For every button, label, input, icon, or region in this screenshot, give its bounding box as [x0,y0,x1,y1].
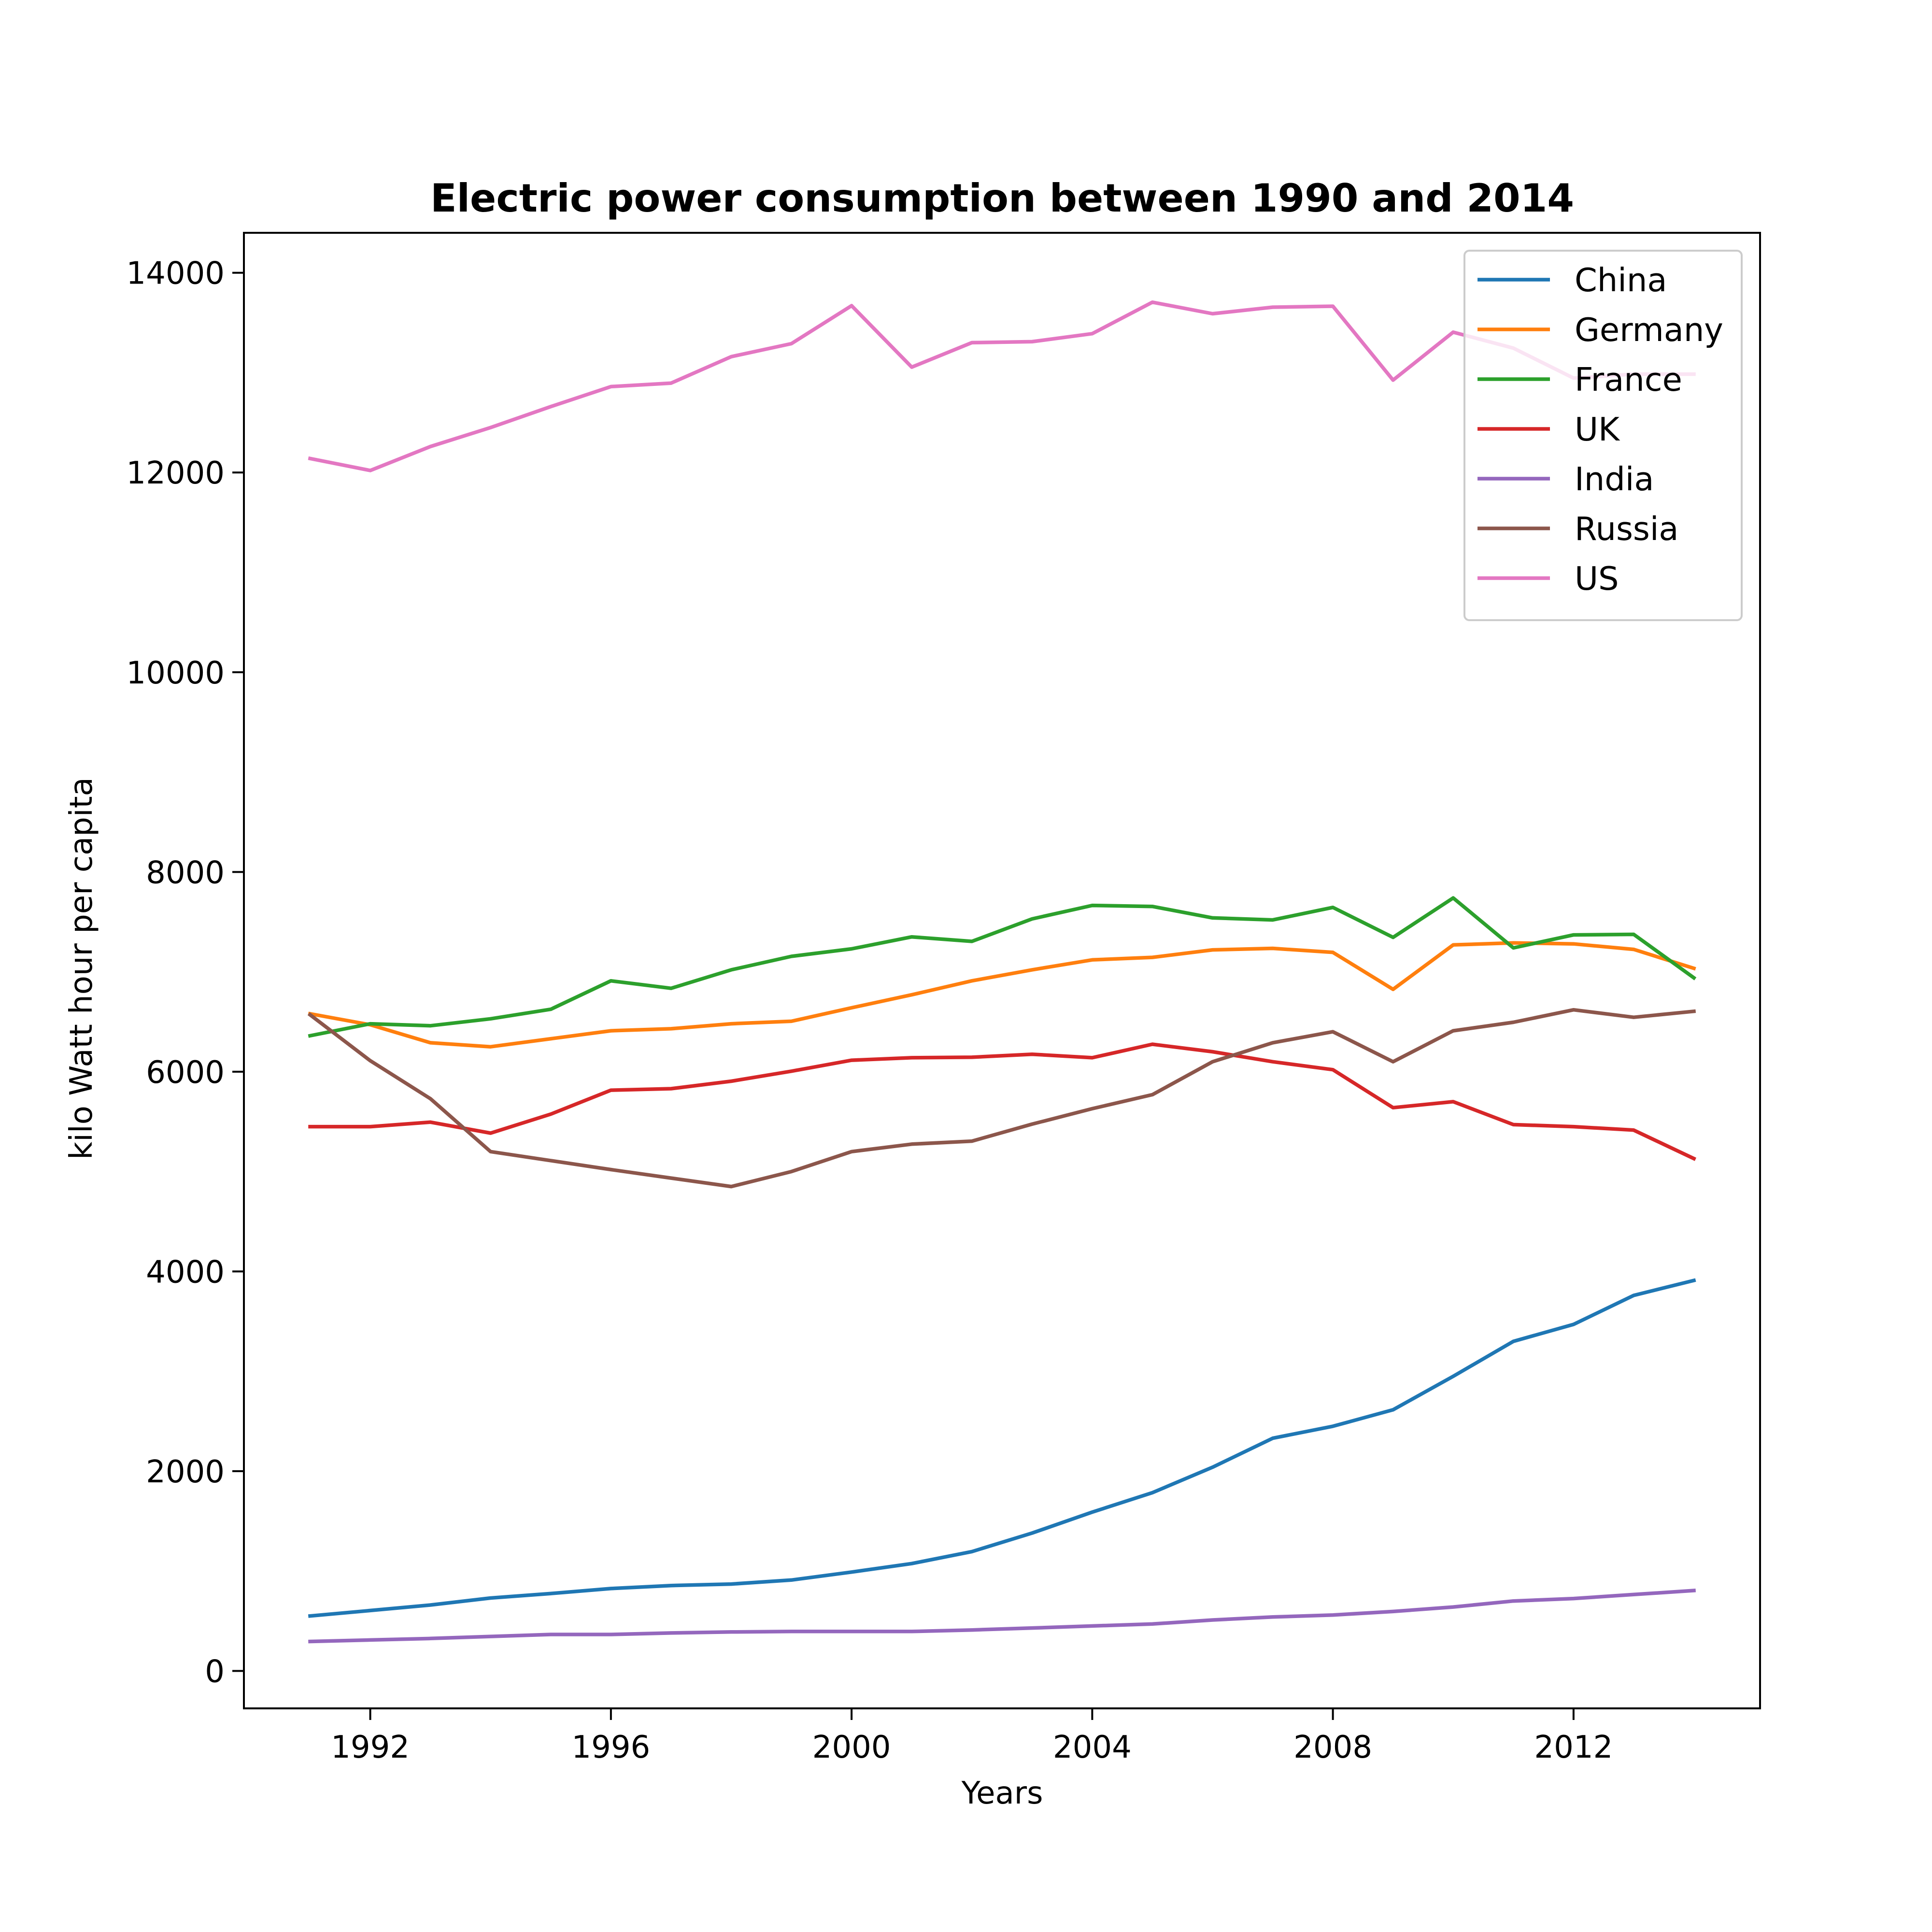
x-tick-label: 2008 [1293,1730,1372,1765]
legend-label-us: US [1575,560,1619,597]
x-tick-label: 2000 [812,1730,891,1765]
y-tick-label: 0 [205,1654,225,1690]
y-tick-label: 14000 [126,256,225,292]
x-tick-label: 1996 [571,1730,650,1765]
chart-title: Electric power consumption between 1990 … [430,176,1574,221]
y-axis-label: kilo Watt hour per capita [64,777,99,1160]
legend-label-china: China [1575,261,1667,299]
series-line-uk [308,1042,1696,1161]
series-layer [307,300,1697,1644]
series-line-russia [307,1008,1696,1189]
y-tick-label: 8000 [146,855,225,891]
y-tick-label: 4000 [146,1254,225,1290]
plot-area-frame [243,232,1761,1709]
legend-label-india: India [1575,460,1654,498]
series-line-france [308,896,1697,1038]
x-tick-label: 2012 [1534,1730,1613,1765]
y-tick-label: 6000 [146,1055,225,1091]
series-line-us [308,300,1696,472]
legend-label-uk: UK [1575,411,1620,448]
y-tick-label: 2000 [146,1454,225,1490]
series-line-germany [308,941,1696,1049]
legend-label-russia: Russia [1575,510,1679,548]
y-tick-label: 12000 [126,455,225,491]
legend: China Germany France UK India Russia US [1463,250,1743,621]
y-axis-ticks: 0 2000 4000 6000 8000 10000 12000 14000 [126,256,244,1690]
x-tick-label: 1992 [331,1730,410,1765]
series-line-india [308,1589,1696,1644]
series-line-china [308,1278,1696,1618]
x-axis-label: Years [961,1776,1043,1811]
y-tick-label: 10000 [126,655,225,691]
legend-label-france: France [1575,361,1682,398]
x-tick-label: 2004 [1053,1730,1132,1765]
x-axis-ticks: 1992 1996 2000 2004 2008 2012 [331,1708,1613,1765]
legend-label-germany: Germany [1575,311,1723,349]
